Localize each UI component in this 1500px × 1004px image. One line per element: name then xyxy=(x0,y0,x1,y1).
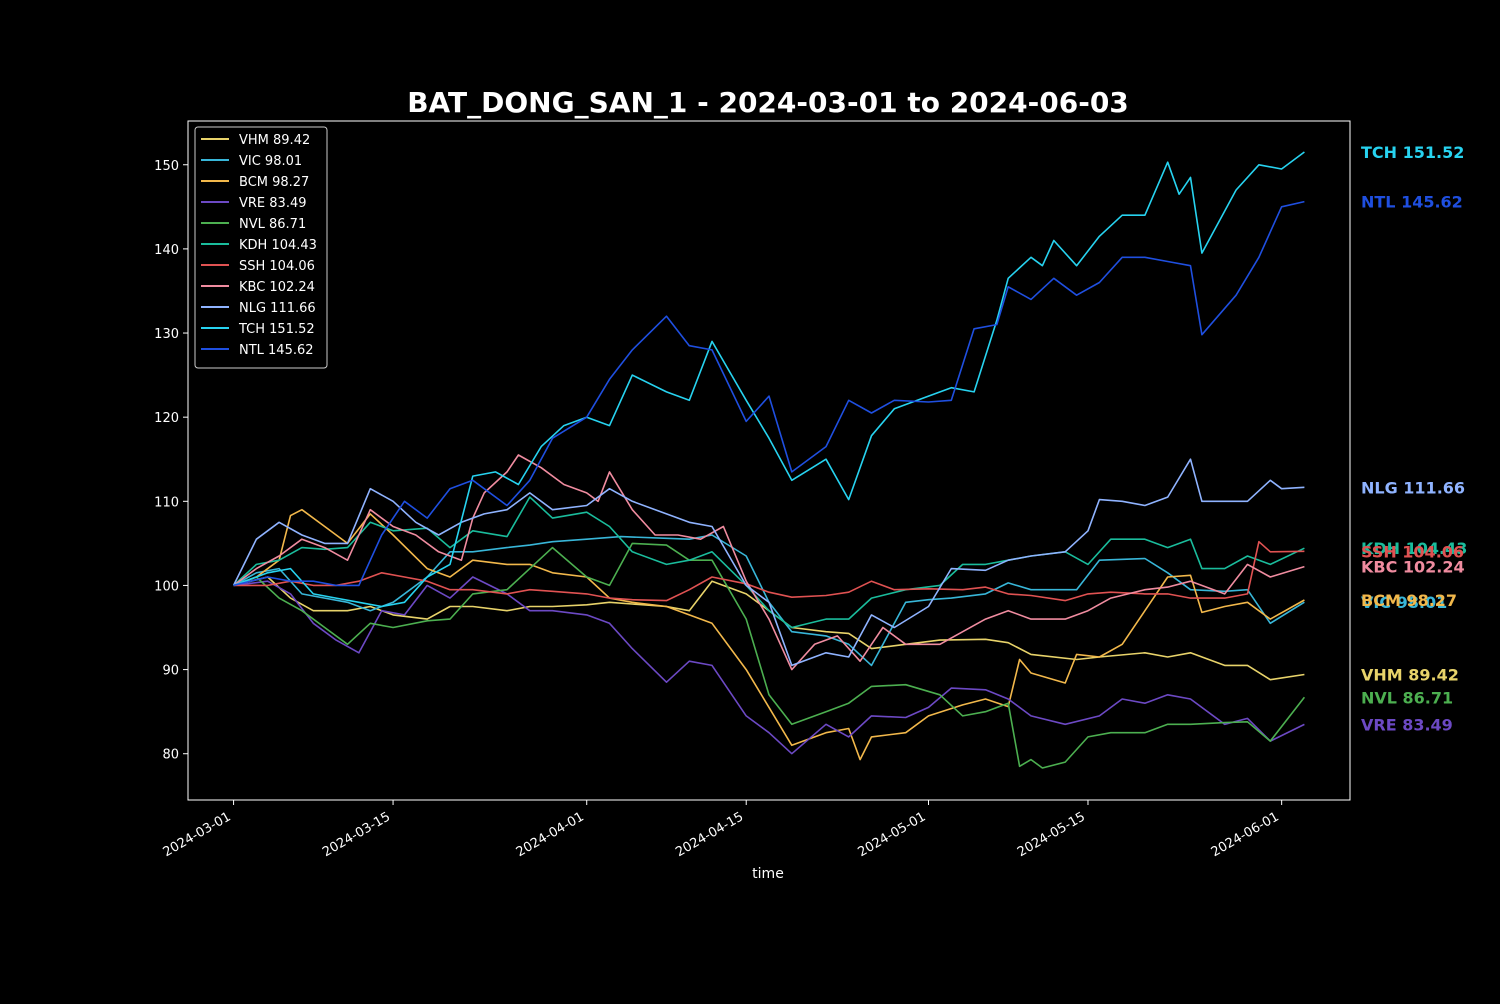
legend-entry: VIC 98.01 xyxy=(239,154,302,169)
series-line-kbc xyxy=(233,454,1305,671)
y-tick-label: 80 xyxy=(162,748,179,763)
y-tick-label: 150 xyxy=(154,159,179,174)
end-label-kdh: KDH 104.43 xyxy=(1361,539,1467,558)
y-tick-label: 120 xyxy=(154,411,179,426)
series-line-kdh xyxy=(233,496,1305,629)
legend-entry: NTL 145.62 xyxy=(239,343,314,358)
end-label-nvl: NVL 86.71 xyxy=(1361,688,1453,707)
series-line-vre xyxy=(233,576,1305,755)
end-label-kbc: KBC 102.24 xyxy=(1361,558,1465,577)
y-tick-label: 130 xyxy=(154,327,179,342)
legend-entry: NVL 86.71 xyxy=(239,217,306,232)
series-line-nvl xyxy=(233,542,1306,769)
end-label-ssh: SSH 104.06 xyxy=(1361,542,1464,561)
legend-entry: TCH 151.52 xyxy=(238,322,315,337)
legend-entry: NLG 111.66 xyxy=(239,301,316,316)
end-label-vre: VRE 83.49 xyxy=(1361,715,1453,734)
end-label-ntl: NTL 145.62 xyxy=(1361,193,1463,212)
series-line-vhm xyxy=(233,576,1305,681)
end-label-bcm: BCM 98.27 xyxy=(1361,591,1457,610)
end-label-nlg: NLG 111.66 xyxy=(1361,478,1465,497)
y-tick-label: 100 xyxy=(154,579,179,594)
chart-title: BAT_DONG_SAN_1 - 2024-03-01 to 2024-06-0… xyxy=(407,86,1129,119)
end-label-tch: TCH 151.52 xyxy=(1361,143,1464,162)
legend-entry: KDH 104.43 xyxy=(239,238,317,253)
x-axis-label: time xyxy=(752,866,784,882)
legend-entry: BCM 98.27 xyxy=(239,175,309,190)
y-tick-label: 140 xyxy=(154,243,179,258)
legend-entry: VRE 83.49 xyxy=(239,196,307,211)
legend-entry: KBC 102.24 xyxy=(239,280,315,295)
y-axis: 80 90 100 110 120 130 140 150 xyxy=(154,159,188,763)
end-label-vic: VIC 98.01 xyxy=(1361,593,1447,612)
end-label-vhm: VHM 89.42 xyxy=(1361,665,1459,684)
series-lines xyxy=(232,151,1306,769)
y-tick-label: 90 xyxy=(162,664,179,679)
legend-entry: VHM 89.42 xyxy=(239,133,310,148)
series-line-nlg xyxy=(232,458,1305,667)
legend[interactable]: VHM 89.42 VIC 98.01 BCM 98.27 VRE 83.49 NVL … xyxy=(194,126,328,369)
plot-area xyxy=(187,120,1351,801)
series-line-tch xyxy=(233,151,1305,608)
series-line-ssh xyxy=(233,540,1305,602)
legend-entry: SSH 104.06 xyxy=(239,259,315,274)
series-line-ntl xyxy=(233,200,1305,587)
y-tick-label: 110 xyxy=(154,495,179,510)
